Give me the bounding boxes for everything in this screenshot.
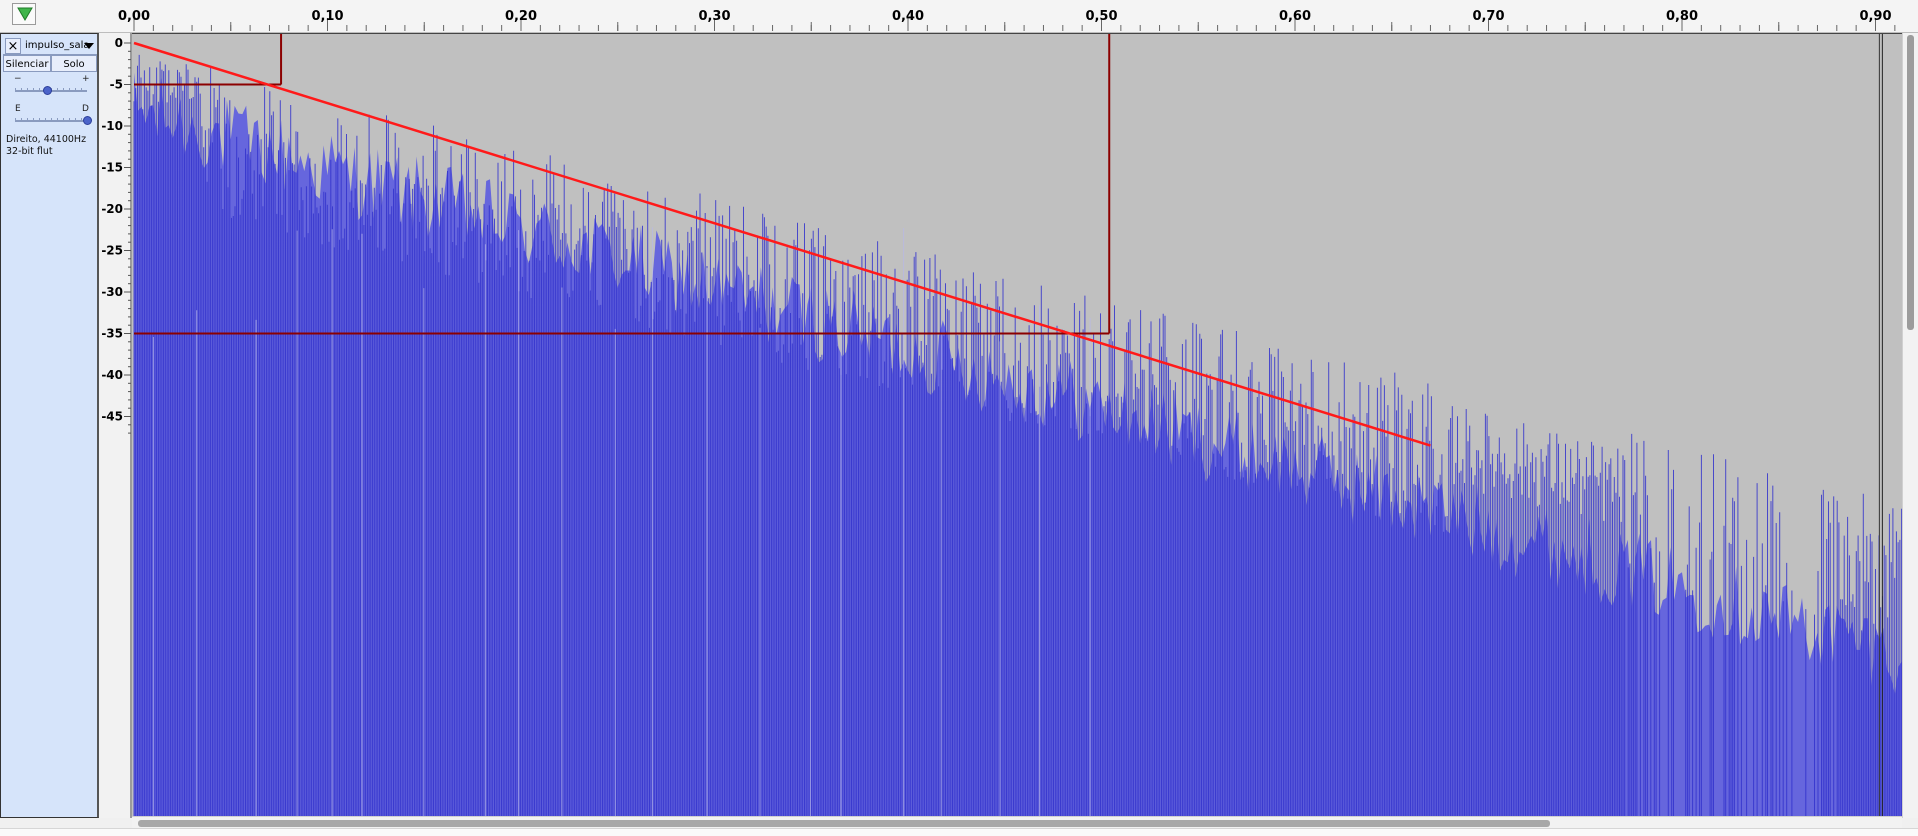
db-label: -35 — [101, 327, 123, 341]
db-label: -15 — [101, 161, 123, 175]
waveform-peaks — [133, 54, 1902, 816]
db-label: -5 — [110, 78, 123, 92]
horizontal-scrollbar[interactable] — [132, 816, 1902, 829]
db-label: -45 — [101, 410, 123, 424]
db-label: 0 — [115, 36, 123, 50]
track-control-panel: × impulso_sala Silenciar Solo − + E D Di… — [0, 33, 99, 818]
db-vertical-ruler[interactable]: 0 -5 -10 -15 -20 -25 -30 -35 -40 -45 — [99, 33, 132, 818]
track-name-menu[interactable]: impulso_sala — [22, 38, 98, 54]
ruler-label: 0,20 — [505, 9, 537, 24]
ruler-label: 0,50 — [1085, 9, 1117, 24]
vertical-scrollbar-thumb[interactable] — [1907, 35, 1914, 330]
pan-slider-ticks — [15, 118, 87, 121]
gain-minus-label: − — [14, 74, 22, 84]
ruler-label: 0,00 — [118, 9, 150, 24]
ruler-label: 0,90 — [1859, 9, 1891, 24]
ruler-label: 0,30 — [698, 9, 730, 24]
chevron-down-icon — [84, 43, 94, 49]
ruler-label: 0,60 — [1279, 9, 1311, 24]
track-name: impulso_sala — [25, 40, 90, 51]
pan-slider-thumb[interactable] — [83, 116, 92, 125]
play-triangle-icon — [17, 7, 33, 21]
pan-left-label: E — [15, 104, 21, 114]
horizontal-scrollbar-thumb[interactable] — [138, 820, 1550, 827]
waveform-area[interactable] — [132, 33, 1902, 816]
close-track-button[interactable]: × — [5, 38, 21, 54]
db-label: -20 — [101, 202, 123, 216]
track-format: 32-bit flut — [6, 146, 53, 157]
pan-right-label: D — [82, 104, 89, 114]
status-strip — [0, 828, 1918, 836]
vertical-scrollbar[interactable] — [1902, 33, 1918, 818]
db-label: -25 — [101, 244, 123, 258]
solo-button[interactable]: Solo — [51, 55, 97, 72]
gain-slider-thumb[interactable] — [43, 86, 53, 95]
waveform-spikes — [133, 54, 1902, 816]
pan-slider[interactable] — [15, 120, 87, 122]
ruler-label: 0,40 — [892, 9, 924, 24]
ruler-label: 0,70 — [1472, 9, 1504, 24]
play-button[interactable] — [12, 3, 36, 25]
db-label: -10 — [101, 119, 123, 133]
timeline-ruler[interactable]: 0,00 0,10 0,20 0,30 0,40 0,50 0,60 0,70 0,80 0,90 — [0, 0, 1918, 33]
decay-line — [133, 41, 1431, 447]
db-scale: 0 -5 -10 -15 -20 -25 -30 -35 -40 -45 — [101, 33, 132, 818]
gain-plus-label: + — [82, 74, 90, 84]
db-label: -40 — [101, 368, 123, 382]
mute-button[interactable]: Silenciar — [3, 55, 51, 72]
time-ruler-scale: 0,00 0,10 0,20 0,30 0,40 0,50 0,60 0,70 0,80 0,90 — [118, 9, 1896, 31]
track-header: × impulso_sala — [3, 36, 97, 55]
track-info: Direito, 44100Hz 32-bit flut — [6, 134, 86, 158]
ruler-label: 0,80 — [1666, 9, 1698, 24]
db-label: -30 — [101, 285, 123, 299]
ruler-label: 0,10 — [311, 9, 343, 24]
track-channel-rate: Direito, 44100Hz — [6, 134, 87, 145]
waveform-gaps — [152, 227, 1091, 816]
